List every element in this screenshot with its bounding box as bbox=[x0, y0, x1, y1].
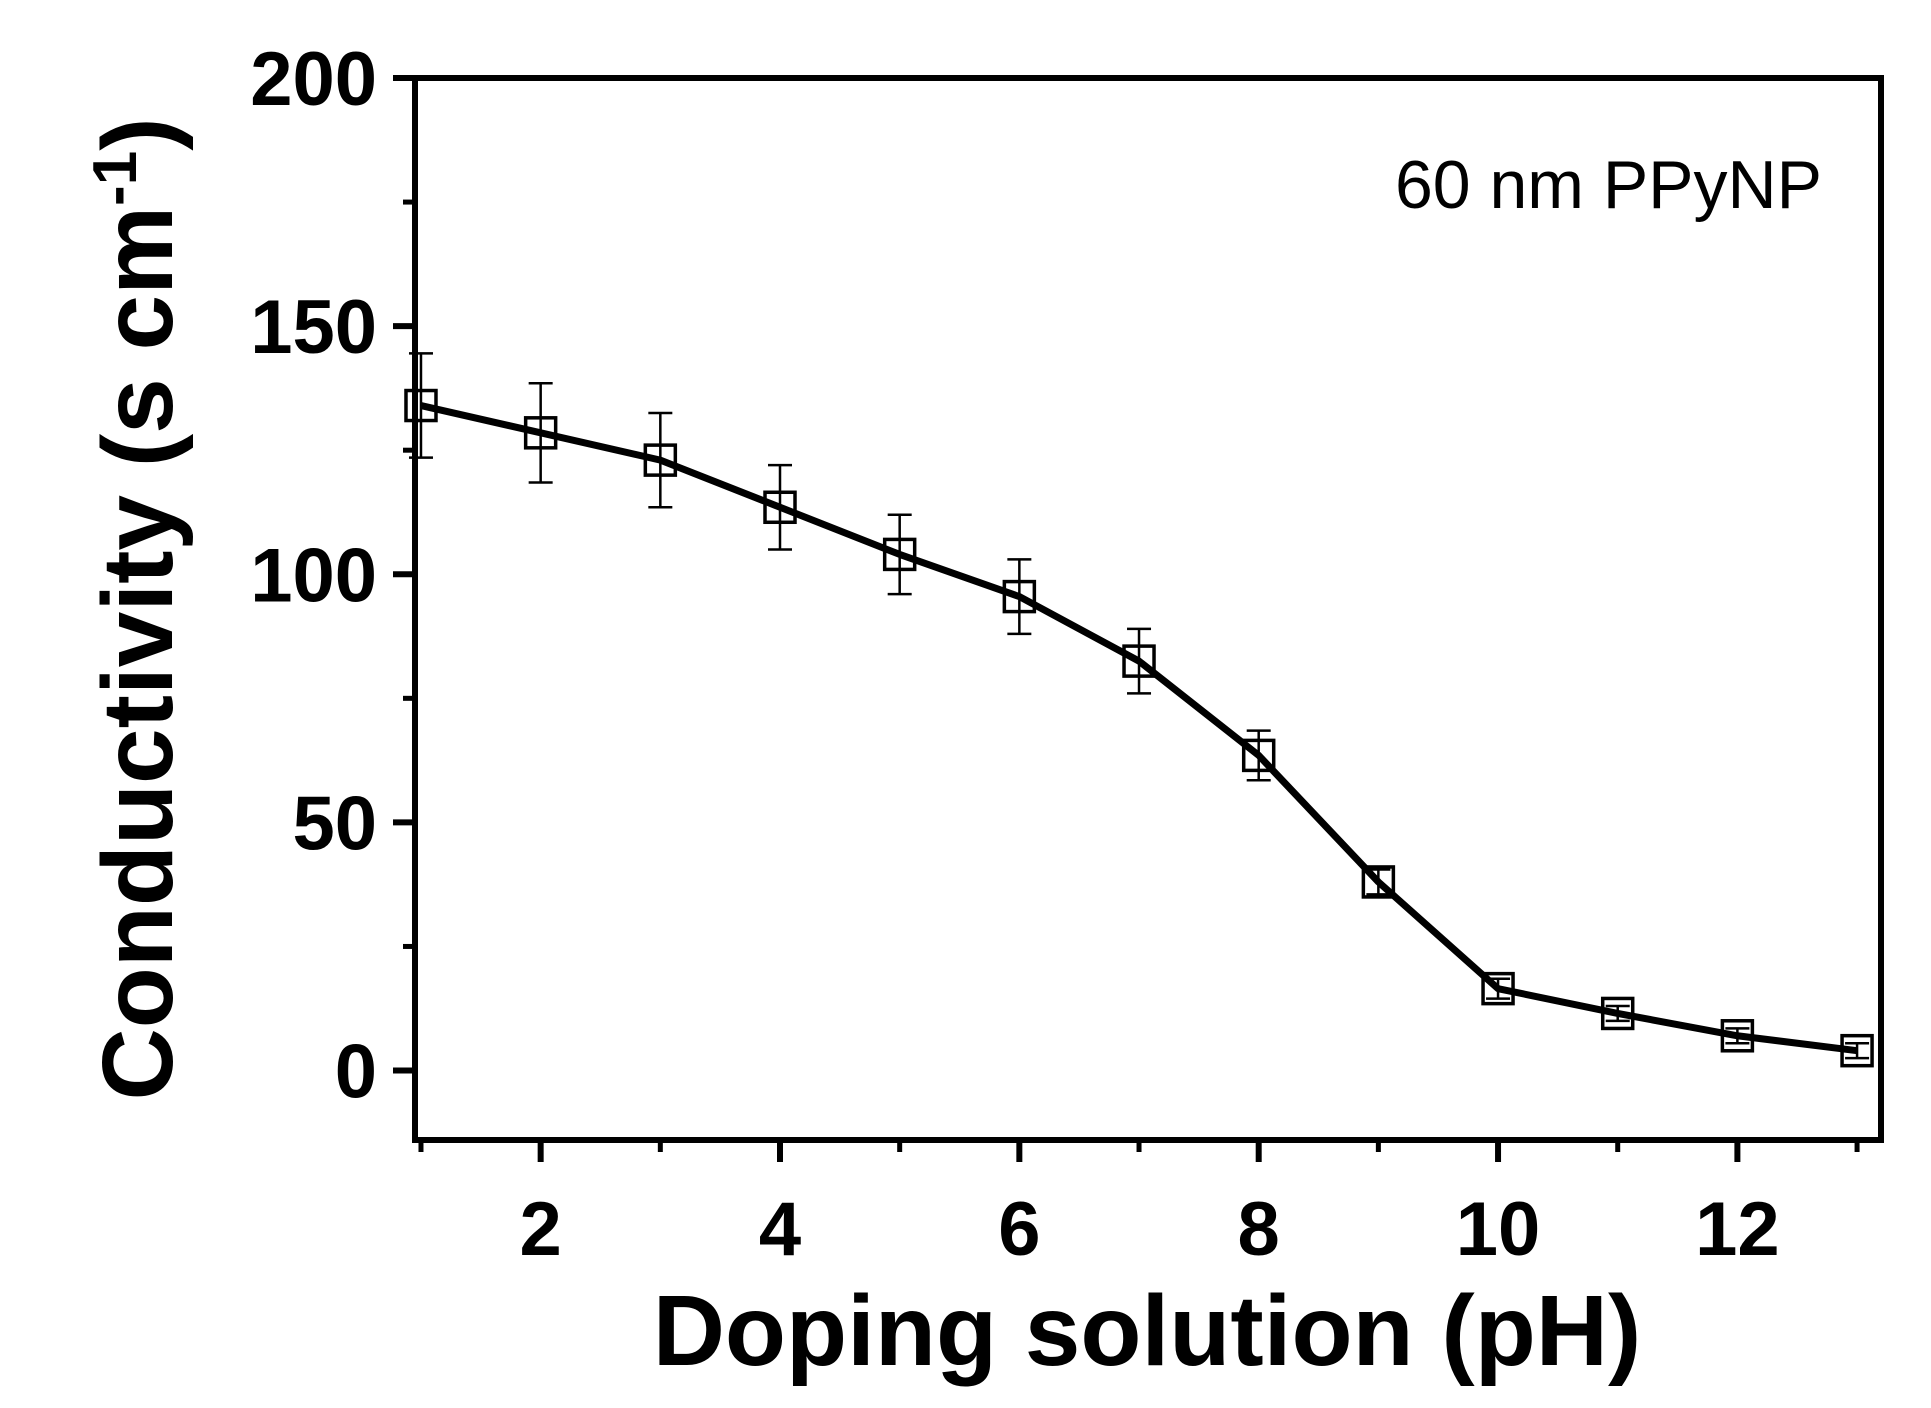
y-tick-label: 100 bbox=[250, 533, 377, 618]
plot-frame bbox=[412, 75, 1884, 1143]
y-axis-title-main: Conductivity (s cm bbox=[82, 206, 194, 1101]
data-point-marker bbox=[1241, 738, 1276, 773]
data-point-marker bbox=[1840, 1033, 1874, 1068]
data-point-marker bbox=[1122, 644, 1156, 678]
x-tick-label: 12 bbox=[1695, 1187, 1780, 1272]
series-line bbox=[420, 402, 1858, 1055]
chart-annotation: 60 nm PPyNP bbox=[1395, 147, 1822, 223]
data-point-marker bbox=[1002, 579, 1037, 614]
x-tick-label: 8 bbox=[1238, 1187, 1280, 1272]
major-ticks bbox=[393, 75, 1741, 1162]
data-point-marker bbox=[404, 388, 438, 423]
x-tick-label: 2 bbox=[520, 1187, 562, 1272]
y-tick-label: 50 bbox=[292, 781, 377, 866]
x-tick-label: 10 bbox=[1456, 1187, 1541, 1272]
data-point-marker bbox=[643, 443, 678, 477]
y-tick-label: 200 bbox=[250, 37, 377, 122]
data-point-marker bbox=[1720, 1019, 1755, 1053]
y-tick-label: 150 bbox=[250, 285, 377, 370]
tick-labels: 0 50 100 150 200 2 4 6 8 10 12 bbox=[250, 37, 1779, 1272]
x-axis-title: Doping solution (pH) bbox=[653, 1275, 1642, 1387]
y-tick-label: 0 bbox=[335, 1030, 377, 1115]
y-axis-title: Conductivity (s cm-1) bbox=[81, 117, 194, 1100]
x-tick-label: 6 bbox=[998, 1187, 1040, 1272]
y-axis-title-close: ) bbox=[82, 117, 194, 150]
data-point-marker bbox=[763, 490, 797, 525]
data-point-marker bbox=[882, 537, 917, 572]
series-group bbox=[404, 352, 1874, 1068]
data-point-marker bbox=[523, 416, 558, 450]
x-tick-label: 4 bbox=[759, 1187, 801, 1272]
y-axis-title-superscript: -1 bbox=[81, 151, 150, 206]
data-point-marker bbox=[1481, 971, 1515, 1006]
data-point-marker bbox=[1600, 996, 1635, 1031]
data-point-marker bbox=[1361, 865, 1396, 899]
